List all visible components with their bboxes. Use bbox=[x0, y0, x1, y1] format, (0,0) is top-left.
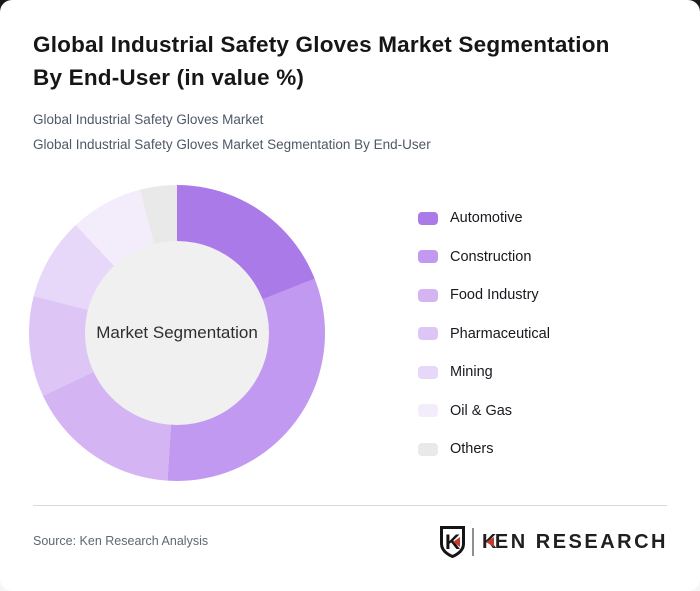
logo-red-triangle-icon bbox=[485, 537, 494, 547]
logo-shield-icon: K bbox=[439, 526, 465, 559]
legend-swatch-construction bbox=[418, 250, 438, 263]
chart-legend: Automotive Construction Food Industry Pharm… bbox=[418, 210, 550, 457]
subtitle-market: Global Industrial Safety Gloves Market bbox=[33, 112, 264, 127]
legend-item-construction: Construction bbox=[418, 248, 550, 265]
logo-wordmark-rest: EN RESEARCH bbox=[494, 530, 668, 553]
legend-swatch-pharmaceutical bbox=[418, 327, 438, 340]
legend-item-others: Others bbox=[418, 441, 550, 457]
logo-shield-red-triangle-icon bbox=[452, 537, 460, 547]
logo-wordmark: K EN RESEARCH bbox=[482, 531, 668, 554]
legend-swatch-food-industry bbox=[418, 288, 438, 302]
legend-label-others: Others bbox=[450, 441, 494, 457]
legend-label-oil-gas: Oil & Gas bbox=[450, 402, 513, 419]
legend-swatch-automotive bbox=[418, 211, 438, 225]
legend-item-oil-gas: Oil & Gas bbox=[418, 402, 550, 419]
legend-label-pharmaceutical: Pharmaceutical bbox=[450, 325, 550, 342]
legend-label-automotive: Automotive bbox=[450, 210, 523, 226]
ken-research-logo: K K EN RESEARCH bbox=[439, 524, 668, 560]
source-note: Source: Ken Research Analysis bbox=[33, 534, 209, 548]
donut-center-label: Market Segmentation bbox=[96, 323, 258, 342]
logo-divider-bar bbox=[471, 528, 474, 556]
legend-swatch-others bbox=[418, 442, 438, 456]
title-line-2: By End-User (in value %) bbox=[33, 65, 305, 90]
legend-item-food-industry: Food Industry bbox=[418, 287, 550, 303]
legend-item-mining: Mining bbox=[418, 364, 550, 380]
legend-item-pharmaceutical: Pharmaceutical bbox=[418, 325, 550, 342]
legend-swatch-mining bbox=[418, 365, 438, 379]
legend-label-mining: Mining bbox=[450, 364, 493, 380]
donut-hole: Market Segmentation bbox=[85, 241, 269, 425]
title-line-1: Global Industrial Safety Gloves Market S… bbox=[33, 32, 610, 57]
legend-item-automotive: Automotive bbox=[418, 210, 550, 226]
legend-swatch-oil-gas bbox=[418, 404, 438, 417]
footer-divider bbox=[33, 505, 667, 506]
subtitle-block: Global Industrial Safety Gloves Market G… bbox=[33, 107, 431, 157]
legend-label-food-industry: Food Industry bbox=[450, 287, 539, 303]
donut-chart: Market Segmentation bbox=[29, 185, 325, 481]
logo-shield-letter: K bbox=[445, 531, 460, 554]
legend-label-construction: Construction bbox=[450, 248, 532, 265]
subtitle-segmentation: Global Industrial Safety Gloves Market S… bbox=[33, 137, 431, 152]
page-title: Global Industrial Safety Gloves Market S… bbox=[33, 28, 670, 94]
